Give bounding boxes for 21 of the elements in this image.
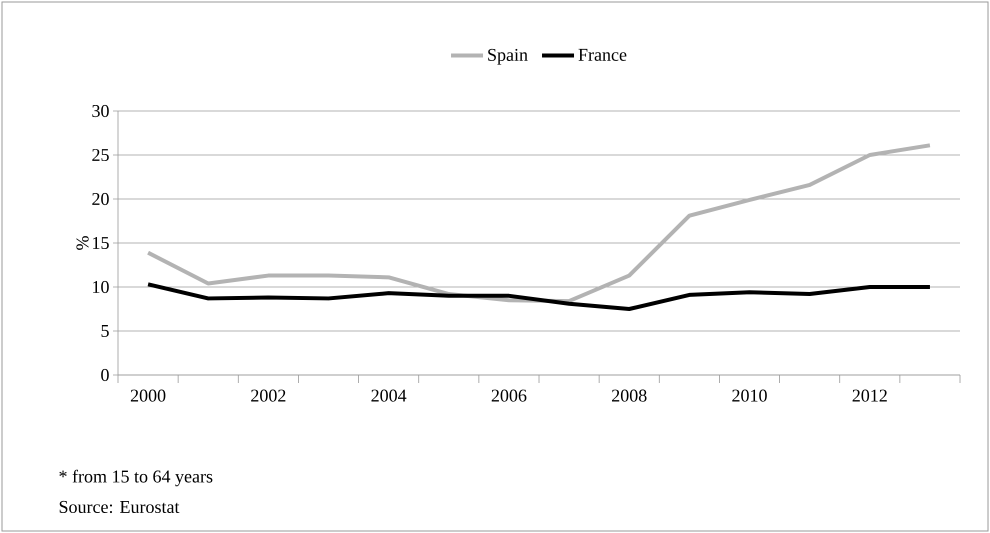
line-series xyxy=(146,143,932,304)
y-tick-label: 15 xyxy=(93,236,109,250)
x-tick-label: 2002 xyxy=(251,390,286,402)
x-tick-label: 2000 xyxy=(130,390,166,402)
line-series xyxy=(146,282,932,311)
x-tick-label: 2010 xyxy=(732,390,767,402)
x-tick-label: 2008 xyxy=(612,390,647,402)
y-axis-title: % xyxy=(76,236,89,250)
y-tick-label: 10 xyxy=(93,280,109,294)
legend-label: Spain xyxy=(488,48,528,65)
legend-label: France xyxy=(578,48,626,61)
y-tick-label: 20 xyxy=(92,192,109,206)
x-tick-label: 2006 xyxy=(492,390,526,402)
y-tick-label: 25 xyxy=(92,148,109,162)
x-tick-label: 2004 xyxy=(371,390,406,402)
x-tick-label: 2012 xyxy=(852,390,887,402)
y-tick-label: 30 xyxy=(92,104,109,118)
text: * from 15 to 64 years xyxy=(59,470,212,486)
y-tick-label: 5 xyxy=(102,325,109,337)
source-note: Source: Eurostat xyxy=(60,500,180,514)
y-tick-label: 0 xyxy=(101,368,109,382)
